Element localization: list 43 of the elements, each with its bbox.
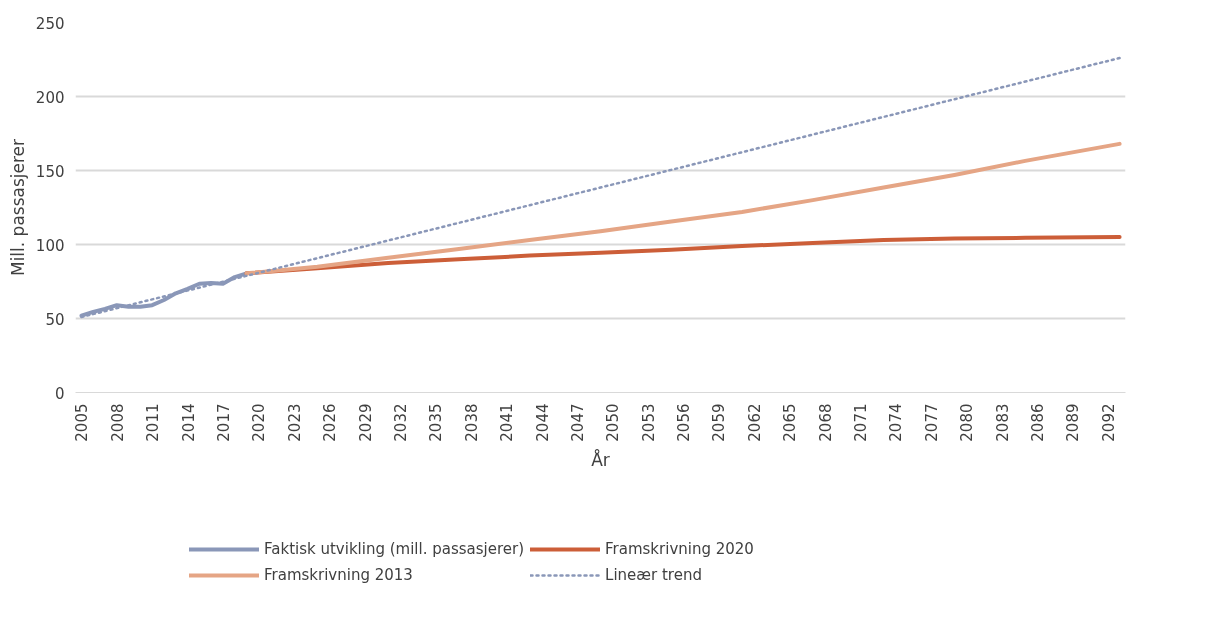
x-tick-label: 2053	[639, 403, 658, 442]
x-tick-label: 2077	[922, 403, 941, 442]
x-tick-label: 2005	[73, 403, 92, 442]
x-tick-label: 2083	[993, 403, 1012, 442]
x-tick-label: 2047	[568, 403, 587, 442]
legend-label: Lineær trend	[605, 566, 702, 584]
y-tick-label: 100	[35, 236, 65, 255]
x-tick-label: 2023	[285, 403, 304, 442]
x-axis-title: År	[591, 448, 610, 470]
x-tick-label: 2026	[321, 403, 340, 442]
x-tick-label: 2071	[852, 403, 871, 442]
x-tick-label: 2065	[781, 403, 800, 442]
x-tick-label: 2074	[887, 403, 906, 442]
x-tick-label: 2068	[816, 403, 835, 442]
x-tick-label: 2020	[250, 403, 269, 442]
x-tick-label: 2044	[533, 403, 552, 442]
x-tick-label: 2086	[1029, 403, 1048, 442]
x-tick-label: 2029	[356, 403, 375, 442]
legend-label: Framskrivning 2013	[264, 566, 413, 584]
line-series	[244, 141, 1122, 276]
x-tick-label: 2056	[675, 403, 694, 442]
x-tick-label: 2050	[604, 403, 623, 442]
y-axis-title: Mill. passasjerer	[7, 138, 28, 277]
x-tick-label: 2062	[745, 403, 764, 442]
x-tick-label: 2089	[1064, 403, 1083, 442]
x-tick-label: 2041	[498, 403, 517, 442]
y-tick-label: 150	[35, 162, 65, 181]
y-tick-label: 0	[54, 384, 65, 403]
x-tick-label: 2011	[144, 403, 163, 442]
x-tick-label: 2014	[179, 403, 198, 442]
x-tick-label: 2017	[214, 403, 233, 442]
x-tick-label: 2035	[427, 403, 446, 442]
x-tick-label: 2032	[391, 403, 410, 442]
legend-label: Faktisk utvikling (mill. passasjerer)	[264, 540, 525, 558]
x-tick-label: 2059	[710, 403, 729, 442]
x-tick-label: 2008	[108, 403, 127, 442]
legend-label: Framskrivning 2020	[605, 540, 754, 558]
y-tick-label: 50	[45, 310, 65, 329]
x-tick-label: 2080	[958, 403, 977, 442]
y-tick-label: 250	[35, 14, 65, 33]
x-tick-label: 2092	[1099, 403, 1118, 442]
y-tick-label: 200	[35, 88, 65, 107]
x-tick-label: 2038	[462, 403, 481, 442]
